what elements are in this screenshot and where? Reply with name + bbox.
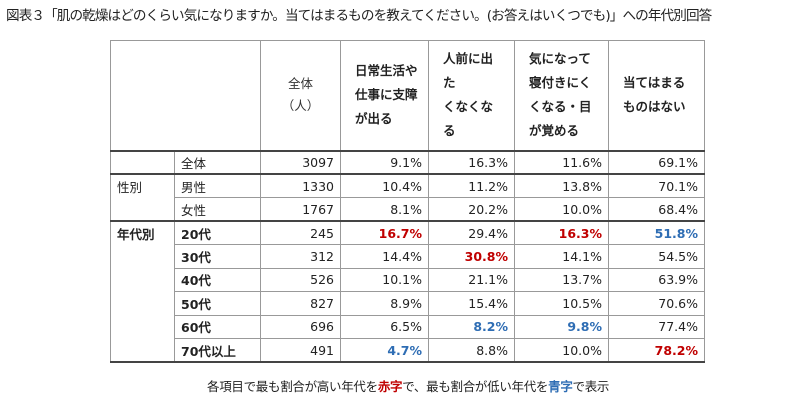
row-group-cell	[110, 150, 175, 174]
row-group-cell	[110, 315, 175, 339]
survey-table: 全体 （人） 日常生活や 仕事に支障 が出る 人前に出た くなくなる 気になって…	[110, 40, 705, 363]
value-cell: 16.3%	[514, 220, 609, 245]
row-total: 491	[260, 338, 341, 363]
table-body: 全体 3097 9.1% 16.3% 11.6% 69.1% 性別 男性 1330 10.4% 11…	[110, 150, 705, 363]
table-row: 60代 696 6.5% 8.2% 9.8% 77.4%	[110, 314, 705, 339]
row-label: 40代	[174, 267, 261, 292]
figure-title: 図表３「肌の乾燥はどのくらい気になりますか。当てはまるものを教えてください。(お…	[6, 8, 712, 24]
table-row: 40代 526 10.1% 21.1% 13.7% 63.9%	[110, 267, 705, 292]
table-row: 性別 男性 1330 10.4% 11.2% 13.8% 70.1%	[110, 173, 705, 198]
table-row: 70代以上 491 4.7% 8.8% 10.0% 78.2%	[110, 338, 705, 363]
header-col-1-label: 日常生活や 仕事に支障 が出る	[355, 63, 418, 127]
header-total-label: 全体 （人）	[281, 76, 320, 114]
row-label: 全体	[174, 150, 261, 175]
header-col-4: 当てはまる ものはない	[608, 40, 705, 152]
value-cell: 8.1%	[340, 197, 429, 222]
table-row: 女性 1767 8.1% 20.2% 10.0% 68.4%	[110, 197, 705, 222]
row-label: 男性	[174, 173, 261, 198]
header-col-3: 気になって 寝付きにく くなる・目 が覚める	[514, 40, 609, 152]
row-label: 女性	[174, 197, 261, 222]
value-cell: 4.7%	[340, 338, 429, 363]
table-row: 30代 312 14.4% 30.8% 14.1% 54.5%	[110, 244, 705, 269]
row-label: 50代	[174, 291, 261, 316]
row-total: 312	[260, 244, 341, 269]
value-cell: 10.0%	[514, 197, 609, 222]
footnote-red-word: 赤字	[377, 379, 403, 394]
value-cell: 16.3%	[428, 150, 515, 175]
header-total: 全体 （人）	[260, 40, 341, 152]
value-cell: 10.0%	[514, 338, 609, 363]
value-cell: 77.4%	[608, 314, 705, 339]
value-cell: 21.1%	[428, 267, 515, 292]
table-row: 50代 827 8.9% 15.4% 10.5% 70.6%	[110, 291, 705, 316]
value-cell: 68.4%	[608, 197, 705, 222]
value-cell: 29.4%	[428, 220, 515, 245]
value-cell: 70.1%	[608, 173, 705, 198]
row-group-cell: 年代別	[110, 220, 175, 245]
row-group-cell	[110, 338, 175, 363]
row-total: 696	[260, 314, 341, 339]
value-cell: 8.8%	[428, 338, 515, 363]
header-col-2: 人前に出た くなくなる	[428, 40, 515, 152]
value-cell: 14.1%	[514, 244, 609, 269]
value-cell: 63.9%	[608, 267, 705, 292]
header-col-3-label: 気になって 寝付きにく くなる・目 が覚める	[529, 51, 592, 139]
table-row: 年代別 20代 245 16.7% 29.4% 16.3% 51.8%	[110, 220, 705, 245]
row-label: 20代	[174, 220, 261, 245]
header-blank	[110, 40, 261, 152]
value-cell: 9.1%	[340, 150, 429, 175]
header-col-2-label: 人前に出た くなくなる	[443, 51, 494, 139]
value-cell: 8.2%	[428, 314, 515, 339]
value-cell: 10.4%	[340, 173, 429, 198]
footnote-blue-word: 青字	[548, 379, 573, 394]
value-cell: 15.4%	[428, 291, 515, 316]
row-group-cell	[110, 268, 175, 292]
value-cell: 9.8%	[514, 314, 609, 339]
value-cell: 78.2%	[608, 338, 705, 363]
value-cell: 13.7%	[514, 267, 609, 292]
value-cell: 16.7%	[340, 220, 429, 245]
value-cell: 8.9%	[340, 291, 429, 316]
row-group-cell: 性別	[110, 173, 175, 198]
table-row: 全体 3097 9.1% 16.3% 11.6% 69.1%	[110, 150, 705, 175]
value-cell: 6.5%	[340, 314, 429, 339]
row-total: 245	[260, 220, 341, 245]
row-total: 827	[260, 291, 341, 316]
value-cell: 20.2%	[428, 197, 515, 222]
value-cell: 11.6%	[514, 150, 609, 175]
value-cell: 11.2%	[428, 173, 515, 198]
value-cell: 10.1%	[340, 267, 429, 292]
value-cell: 51.8%	[608, 220, 705, 245]
value-cell: 70.6%	[608, 291, 705, 316]
footnote-part1: 各項目で最も割合が高い年代を	[207, 379, 378, 394]
value-cell: 13.8%	[514, 173, 609, 198]
table-header-row: 全体 （人） 日常生活や 仕事に支障 が出る 人前に出た くなくなる 気になって…	[110, 40, 705, 152]
row-group-cell	[110, 197, 175, 221]
row-label: 60代	[174, 314, 261, 339]
value-cell: 30.8%	[428, 244, 515, 269]
value-cell: 14.4%	[340, 244, 429, 269]
row-total: 1767	[260, 197, 341, 222]
header-col-1: 日常生活や 仕事に支障 が出る	[340, 40, 429, 152]
value-cell: 10.5%	[514, 291, 609, 316]
value-cell: 54.5%	[608, 244, 705, 269]
row-label: 70代以上	[174, 338, 261, 363]
row-label: 30代	[174, 244, 261, 269]
row-group-cell	[110, 291, 175, 315]
row-total: 526	[260, 267, 341, 292]
row-total: 1330	[260, 173, 341, 198]
footnote-part3: で表示	[572, 379, 610, 394]
row-total: 3097	[260, 150, 341, 175]
footnote-part2: で、最も割合が低い年代を	[402, 379, 549, 394]
row-group-cell	[110, 244, 175, 268]
header-col-4-label: 当てはまる ものはない	[623, 75, 686, 115]
footnote: 各項目で最も割合が高い年代を赤字で、最も割合が低い年代を青字で表示	[207, 376, 609, 395]
value-cell: 69.1%	[608, 150, 705, 175]
